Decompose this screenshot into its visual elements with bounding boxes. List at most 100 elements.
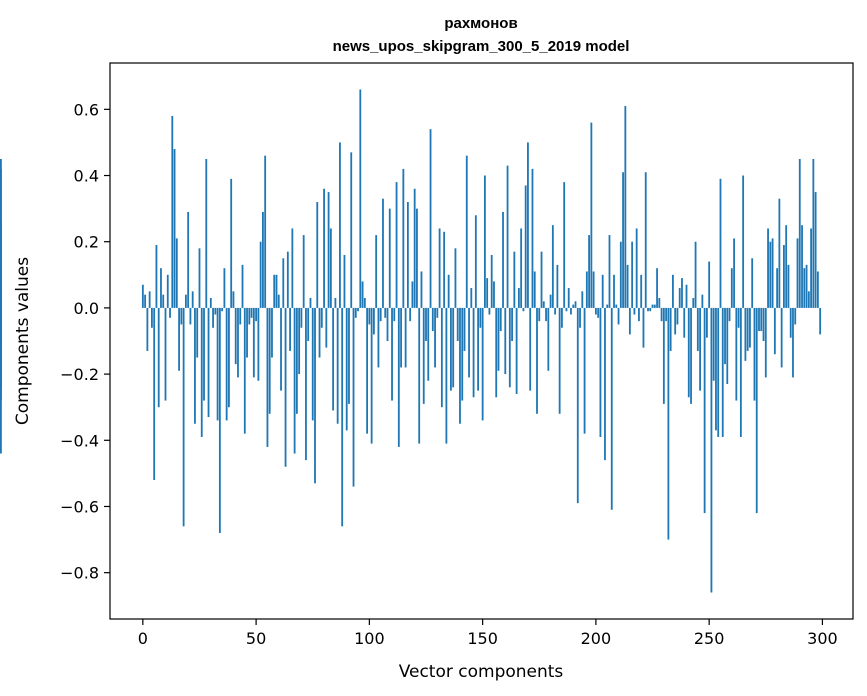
bar xyxy=(354,307,357,318)
bar xyxy=(642,307,645,348)
bar xyxy=(672,274,674,308)
bar xyxy=(687,307,690,398)
bar xyxy=(660,307,663,322)
bar xyxy=(585,271,588,308)
bar xyxy=(169,307,171,318)
bar xyxy=(649,307,652,312)
bar xyxy=(368,307,371,325)
bar xyxy=(203,307,205,401)
bar xyxy=(728,307,731,322)
bar xyxy=(459,307,461,424)
bar xyxy=(631,241,634,308)
bar xyxy=(753,307,756,401)
bar xyxy=(796,238,799,308)
bar xyxy=(372,307,375,335)
bar xyxy=(556,264,559,308)
bar xyxy=(592,271,595,308)
bar xyxy=(352,307,355,487)
bar xyxy=(588,235,590,308)
chart-title: рахмонов xyxy=(444,15,517,32)
bar xyxy=(617,307,620,325)
bar xyxy=(334,297,337,308)
bar xyxy=(792,307,794,378)
bar xyxy=(404,307,407,368)
bar xyxy=(810,228,812,308)
bar xyxy=(583,307,586,434)
bar xyxy=(624,106,627,308)
bar xyxy=(715,307,717,431)
bar xyxy=(789,307,792,338)
bar xyxy=(669,307,672,351)
bar xyxy=(522,307,525,312)
bar xyxy=(730,268,733,308)
bar xyxy=(622,172,624,308)
bar xyxy=(309,297,312,308)
bar xyxy=(667,307,670,540)
bar xyxy=(144,294,147,308)
bar xyxy=(291,228,294,308)
bar xyxy=(388,208,391,308)
bar xyxy=(443,231,446,308)
bar xyxy=(674,307,677,335)
bar xyxy=(733,238,735,308)
bar xyxy=(452,307,455,388)
bar xyxy=(180,307,183,325)
bar xyxy=(413,188,416,308)
bar xyxy=(300,307,303,328)
bar xyxy=(275,274,278,308)
x-tick-label: 300 xyxy=(807,629,838,648)
bar xyxy=(608,235,611,308)
bar xyxy=(422,307,425,404)
bar xyxy=(771,238,774,308)
bar xyxy=(633,307,636,315)
bar xyxy=(363,297,366,308)
bar xyxy=(232,291,235,308)
x-axis-ticks: 0 50 100 150 200 250 300 xyxy=(138,619,838,648)
bar xyxy=(685,284,688,308)
bar xyxy=(474,215,477,308)
bar xyxy=(470,288,473,308)
bar xyxy=(456,307,459,341)
bar xyxy=(653,304,656,308)
bar xyxy=(196,307,199,358)
bar xyxy=(640,274,643,308)
bar xyxy=(647,307,649,312)
bar xyxy=(225,307,228,421)
bar xyxy=(635,228,638,308)
bar xyxy=(751,258,754,308)
x-tick-label: 250 xyxy=(694,629,725,648)
y-tick-label: −0.2 xyxy=(60,365,99,384)
bar xyxy=(490,254,493,308)
bar xyxy=(572,304,575,308)
bar xyxy=(819,307,822,335)
bar xyxy=(746,307,749,351)
bar xyxy=(178,307,180,371)
bar xyxy=(311,307,314,421)
bar xyxy=(563,182,566,308)
bar xyxy=(416,208,418,308)
bar xyxy=(710,307,713,593)
bar xyxy=(370,307,373,444)
bar xyxy=(536,307,538,414)
bar xyxy=(540,251,543,308)
bar xyxy=(610,307,613,510)
bar xyxy=(626,264,629,308)
bar xyxy=(658,297,661,308)
bar xyxy=(187,211,190,308)
bar xyxy=(332,307,335,411)
bar xyxy=(209,297,212,308)
bar xyxy=(461,307,464,401)
bar xyxy=(502,211,504,308)
bar xyxy=(223,268,226,308)
bar xyxy=(323,188,325,308)
bar xyxy=(273,274,276,308)
bar xyxy=(160,268,162,308)
bar xyxy=(289,307,291,351)
bar xyxy=(801,225,803,308)
bar xyxy=(787,264,790,308)
bar xyxy=(259,241,262,308)
y-tick-label: −0.4 xyxy=(60,431,99,450)
bar xyxy=(393,307,396,322)
bar xyxy=(305,307,307,461)
